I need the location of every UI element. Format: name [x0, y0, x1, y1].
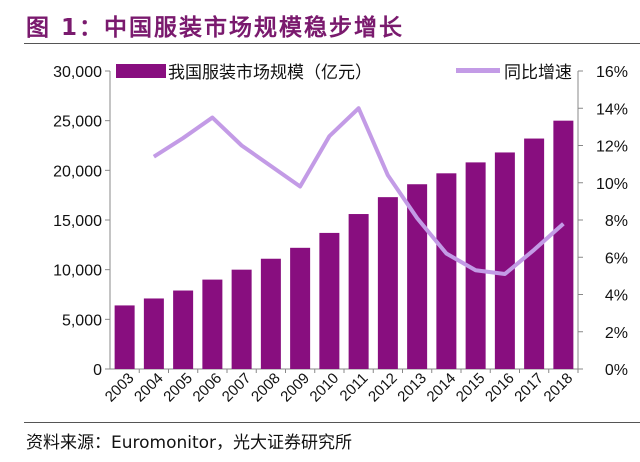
right-tick-label: 12% [596, 139, 628, 156]
bar-2014 [436, 173, 457, 369]
bar-2016 [494, 152, 515, 369]
legend-line-swatch [456, 68, 500, 73]
source-note: 资料来源：Euromonitor，光大证券研究所 [26, 433, 353, 453]
left-tick-label: 15,000 [53, 213, 102, 230]
left-tick-label: 5,000 [62, 312, 102, 329]
right-tick-label: 4% [605, 288, 628, 305]
x-tick-label: 2010 [307, 370, 343, 406]
bar-2013 [407, 184, 428, 369]
left-tick-label: 10,000 [53, 263, 102, 280]
right-tick-label: 10% [596, 176, 628, 193]
right-tick-label: 14% [596, 101, 628, 118]
right-tick-label: 6% [605, 250, 628, 267]
bar-2010 [319, 232, 340, 369]
bottom-divider [24, 422, 640, 423]
x-tick-label: 2017 [511, 370, 547, 406]
x-tick-label: 2007 [219, 370, 255, 406]
chart-title: 图 1：中国服装市场规模稳步增长 [26, 15, 405, 41]
bar-2004 [143, 298, 164, 369]
right-tick-label: 16% [596, 64, 628, 81]
x-tick-label: 2012 [365, 370, 401, 406]
x-tick-label: 2008 [248, 370, 284, 406]
x-tick-label: 2014 [424, 370, 460, 406]
bar-2011 [348, 214, 369, 369]
bar-2008 [260, 258, 281, 369]
bar-2017 [524, 138, 545, 369]
x-tick-label: 2004 [131, 370, 167, 406]
x-tick-label: 2016 [482, 370, 518, 406]
right-tick-label: 2% [605, 325, 628, 342]
bar-2015 [465, 162, 486, 369]
left-tick-label: 30,000 [53, 64, 102, 81]
top-divider [24, 43, 640, 44]
right-tick-label: 0% [605, 362, 628, 379]
x-tick-label: 2009 [277, 370, 313, 406]
bar-2006 [202, 279, 223, 369]
legend-bar-label: 我国服装市场规模（亿元） [168, 63, 372, 82]
x-tick-label: 2006 [190, 370, 226, 406]
x-tick-label: 2013 [394, 370, 430, 406]
left-tick-label: 25,000 [53, 114, 102, 131]
x-tick-label: 2005 [160, 370, 196, 406]
right-tick-label: 8% [605, 213, 628, 230]
legend-bar-swatch [116, 64, 166, 78]
x-tick-label: 2011 [337, 370, 372, 405]
x-tick-label: 2018 [541, 370, 577, 406]
legend-line-label: 同比增速 [504, 63, 572, 82]
bar-2005 [173, 290, 194, 369]
bar-2007 [231, 269, 252, 369]
x-tick-label: 2003 [102, 370, 138, 406]
left-tick-label: 20,000 [53, 163, 102, 180]
left-tick-label: 0 [93, 362, 102, 379]
bar-2018 [553, 120, 574, 370]
bar-2009 [290, 247, 311, 369]
x-tick-label: 2015 [453, 370, 489, 406]
bar-2012 [377, 197, 398, 369]
bar-2003 [114, 305, 135, 369]
